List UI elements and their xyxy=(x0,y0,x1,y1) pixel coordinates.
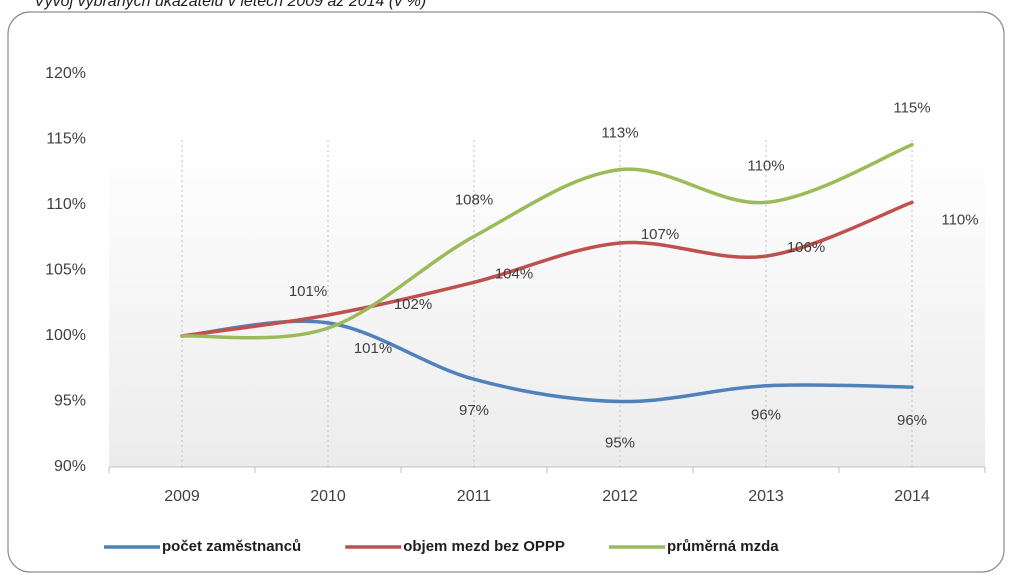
x-tick-label: 2012 xyxy=(602,488,638,505)
x-tick-label: 2014 xyxy=(894,488,930,505)
x-tick-label: 2010 xyxy=(310,488,346,505)
y-tick-label: 120% xyxy=(45,65,86,82)
legend-label: průměrná mzda xyxy=(667,538,779,555)
y-tick-label: 105% xyxy=(45,262,86,279)
line-series xyxy=(180,319,914,404)
legend-label: počet zaměstnanců xyxy=(162,538,301,555)
legend-label: objem mezd bez OPPP xyxy=(403,538,565,555)
chart-title: Vývoj vybraných ukazatelů v letech 2009 … xyxy=(34,0,426,10)
x-tick-label: 2011 xyxy=(457,488,492,505)
x-tick-label: 2009 xyxy=(164,488,200,505)
data-label: 104% xyxy=(495,265,533,282)
data-label: 106% xyxy=(787,239,825,256)
data-label: 97% xyxy=(459,402,489,419)
y-tick-label: 100% xyxy=(45,327,86,344)
y-tick-label: 95% xyxy=(54,393,86,410)
data-label: 110% xyxy=(747,157,784,174)
data-label: 101% xyxy=(354,340,392,357)
data-label: 115% xyxy=(893,100,930,117)
y-tick-label: 115% xyxy=(46,131,86,148)
data-label: 107% xyxy=(641,226,679,243)
data-label: 110% xyxy=(941,211,978,228)
data-label: 96% xyxy=(897,412,927,429)
plot-background xyxy=(109,140,985,467)
x-tick-label: 2013 xyxy=(748,488,784,505)
data-label: 95% xyxy=(605,434,635,451)
data-label: 102% xyxy=(394,296,432,313)
line-series xyxy=(180,200,914,338)
data-label: 96% xyxy=(751,407,781,424)
data-label: 101% xyxy=(289,283,327,300)
y-tick-label: 110% xyxy=(46,196,86,213)
data-label: 108% xyxy=(455,191,493,208)
line-series xyxy=(180,142,914,340)
y-tick-label: 90% xyxy=(54,458,86,475)
data-label: 113% xyxy=(601,125,638,142)
